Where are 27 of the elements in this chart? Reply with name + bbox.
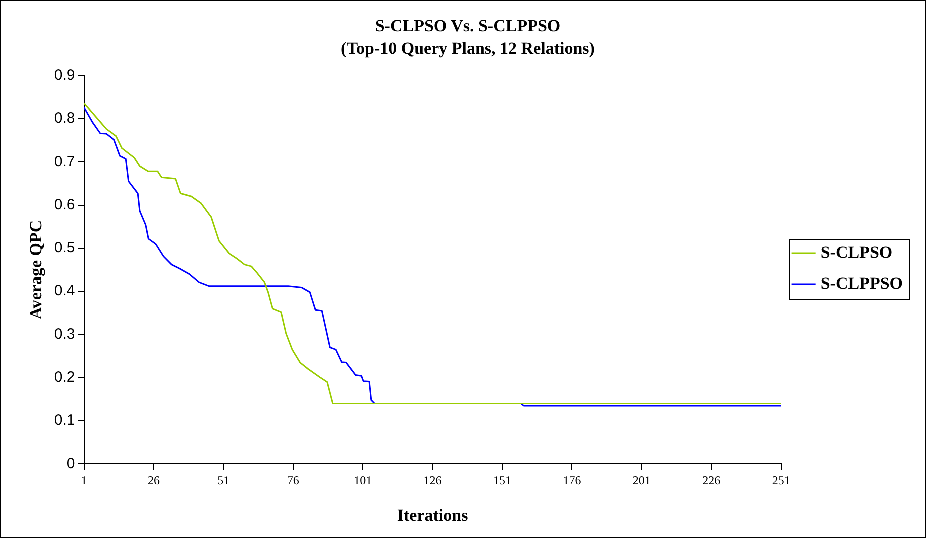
x-tick-label: 76 <box>287 474 300 488</box>
y-tick-label: 0.9 <box>54 66 76 84</box>
y-tick-label: 0.5 <box>54 240 76 257</box>
y-axis-title: Average QPC <box>26 220 46 320</box>
x-tick-label: 176 <box>563 474 582 488</box>
chart-subtitle: (Top-10 Query Plans, 12 Relations) <box>341 38 595 58</box>
y-tick-label: 0.3 <box>54 326 76 343</box>
y-tick-label: 0.7 <box>54 153 76 170</box>
x-tick-label: 126 <box>424 474 442 488</box>
y-tick-label: 0.2 <box>54 369 76 386</box>
y-tick-label: 0.4 <box>54 282 76 300</box>
x-tick-label: 201 <box>632 474 651 488</box>
x-tick-label: 151 <box>493 474 512 488</box>
x-tick-label: 26 <box>148 474 160 488</box>
y-tick-label: 0.6 <box>54 196 76 214</box>
chart-title: S-CLPSO Vs. S-CLPPSO <box>375 16 561 36</box>
legend-label: S-CLPPSO <box>820 274 904 293</box>
y-tick-label: 0 <box>66 455 76 472</box>
legend-label: S-CLPSO <box>820 242 893 262</box>
x-tick-label: 51 <box>218 474 230 488</box>
x-axis-title: Iterations <box>397 506 469 526</box>
y-tick-label: 0.1 <box>54 412 76 430</box>
x-tick-label: 251 <box>772 474 790 488</box>
x-tick-label: 1 <box>81 474 88 488</box>
y-tick-label: 0.8 <box>54 110 76 128</box>
x-tick-label: 226 <box>702 474 721 488</box>
x-tick-label: 101 <box>354 474 372 488</box>
